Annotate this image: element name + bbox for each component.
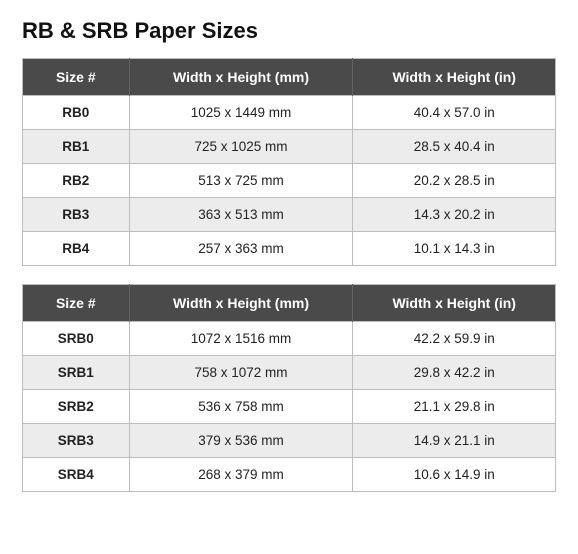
- table-row: SRB3 379 x 536 mm 14.9 x 21.1 in: [23, 424, 556, 458]
- cell-in: 14.3 x 20.2 in: [353, 198, 556, 232]
- table-row: RB2 513 x 725 mm 20.2 x 28.5 in: [23, 164, 556, 198]
- table-header-row: Size # Width x Height (mm) Width x Heigh…: [23, 285, 556, 322]
- cell-mm: 1025 x 1449 mm: [129, 96, 353, 130]
- cell-size: RB1: [23, 130, 130, 164]
- col-header-size: Size #: [23, 59, 130, 96]
- cell-in: 10.1 x 14.3 in: [353, 232, 556, 266]
- cell-mm: 513 x 725 mm: [129, 164, 353, 198]
- cell-mm: 379 x 536 mm: [129, 424, 353, 458]
- cell-in: 40.4 x 57.0 in: [353, 96, 556, 130]
- table-row: SRB0 1072 x 1516 mm 42.2 x 59.9 in: [23, 322, 556, 356]
- cell-mm: 363 x 513 mm: [129, 198, 353, 232]
- cell-size: SRB4: [23, 458, 130, 492]
- col-header-size: Size #: [23, 285, 130, 322]
- cell-in: 28.5 x 40.4 in: [353, 130, 556, 164]
- table-row: RB3 363 x 513 mm 14.3 x 20.2 in: [23, 198, 556, 232]
- table-row: SRB2 536 x 758 mm 21.1 x 29.8 in: [23, 390, 556, 424]
- cell-size: SRB0: [23, 322, 130, 356]
- cell-size: SRB2: [23, 390, 130, 424]
- cell-in: 20.2 x 28.5 in: [353, 164, 556, 198]
- cell-mm: 1072 x 1516 mm: [129, 322, 353, 356]
- cell-mm: 758 x 1072 mm: [129, 356, 353, 390]
- cell-size: RB3: [23, 198, 130, 232]
- col-header-in: Width x Height (in): [353, 285, 556, 322]
- table-row: SRB4 268 x 379 mm 10.6 x 14.9 in: [23, 458, 556, 492]
- col-header-in: Width x Height (in): [353, 59, 556, 96]
- cell-mm: 536 x 758 mm: [129, 390, 353, 424]
- col-header-mm: Width x Height (mm): [129, 59, 353, 96]
- cell-in: 42.2 x 59.9 in: [353, 322, 556, 356]
- cell-size: SRB1: [23, 356, 130, 390]
- cell-size: RB4: [23, 232, 130, 266]
- page-title: RB & SRB Paper Sizes: [22, 18, 556, 44]
- table-header-row: Size # Width x Height (mm) Width x Heigh…: [23, 59, 556, 96]
- cell-size: SRB3: [23, 424, 130, 458]
- srb-table: Size # Width x Height (mm) Width x Heigh…: [22, 284, 556, 492]
- table-row: RB4 257 x 363 mm 10.1 x 14.3 in: [23, 232, 556, 266]
- cell-mm: 257 x 363 mm: [129, 232, 353, 266]
- cell-in: 14.9 x 21.1 in: [353, 424, 556, 458]
- cell-size: RB0: [23, 96, 130, 130]
- col-header-mm: Width x Height (mm): [129, 285, 353, 322]
- rb-table: Size # Width x Height (mm) Width x Heigh…: [22, 58, 556, 266]
- cell-in: 10.6 x 14.9 in: [353, 458, 556, 492]
- cell-in: 21.1 x 29.8 in: [353, 390, 556, 424]
- cell-mm: 725 x 1025 mm: [129, 130, 353, 164]
- cell-in: 29.8 x 42.2 in: [353, 356, 556, 390]
- cell-size: RB2: [23, 164, 130, 198]
- table-row: RB0 1025 x 1449 mm 40.4 x 57.0 in: [23, 96, 556, 130]
- table-row: RB1 725 x 1025 mm 28.5 x 40.4 in: [23, 130, 556, 164]
- table-row: SRB1 758 x 1072 mm 29.8 x 42.2 in: [23, 356, 556, 390]
- cell-mm: 268 x 379 mm: [129, 458, 353, 492]
